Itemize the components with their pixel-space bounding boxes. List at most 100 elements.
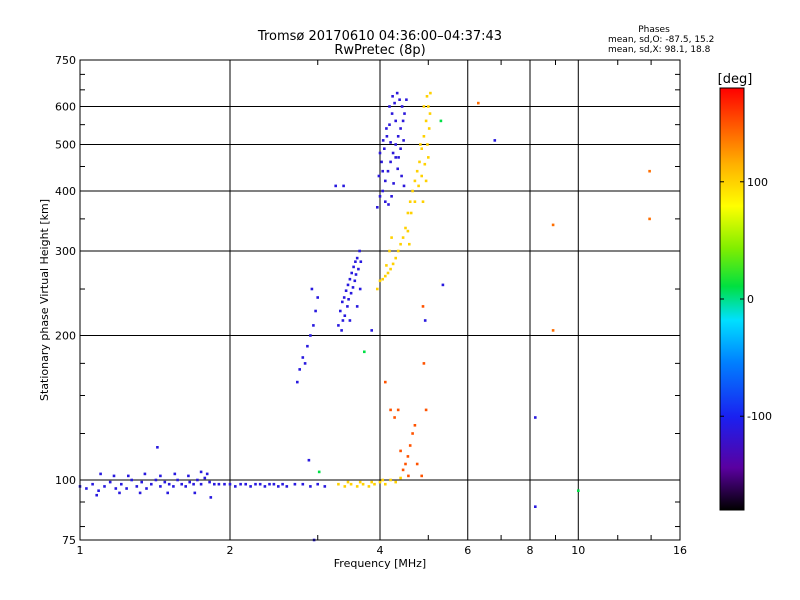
data-point <box>396 249 400 253</box>
data-point <box>423 319 427 322</box>
data-point <box>180 482 183 486</box>
data-point <box>413 200 417 203</box>
data-point <box>418 160 421 164</box>
data-point <box>354 260 357 263</box>
data-point <box>417 184 420 188</box>
data-point <box>370 329 373 332</box>
data-point <box>399 449 402 453</box>
data-point <box>388 105 391 108</box>
data-point <box>339 309 342 313</box>
data-point <box>383 147 386 150</box>
data-point <box>384 380 387 384</box>
data-point <box>422 105 426 108</box>
data-point <box>389 267 392 271</box>
data-point <box>402 184 406 188</box>
y-axis-ticks: 75 100 200 300 400 500 600 750 <box>55 54 680 547</box>
data-point <box>184 485 187 488</box>
data-point <box>223 482 226 486</box>
data-point <box>395 91 399 95</box>
data-point <box>359 260 363 263</box>
data-point <box>306 344 309 348</box>
data-point <box>420 147 423 150</box>
grid-lines <box>80 60 680 540</box>
data-point <box>398 98 401 101</box>
data-point <box>344 289 348 292</box>
data-point <box>349 482 353 486</box>
data-point <box>385 127 388 130</box>
data-point <box>156 446 159 449</box>
data-point <box>425 95 429 98</box>
data-point <box>381 139 385 142</box>
data-point <box>309 334 312 337</box>
y-tick-label: 200 <box>55 330 76 343</box>
data-point <box>258 482 262 486</box>
data-point <box>403 112 406 115</box>
data-point <box>393 101 396 105</box>
data-point <box>268 482 271 486</box>
data-point <box>429 91 432 95</box>
data-point <box>415 169 419 173</box>
data-point <box>358 249 361 253</box>
data-point <box>384 482 387 486</box>
data-point <box>138 491 142 495</box>
data-point <box>342 184 345 188</box>
data-point <box>399 242 402 246</box>
data-point <box>384 179 387 183</box>
data-point <box>135 485 139 488</box>
data-point <box>422 362 426 365</box>
data-point <box>351 286 355 289</box>
data-point <box>415 462 419 466</box>
data-point <box>323 485 327 488</box>
chart-subtitle: RwPretec (8p) <box>334 43 425 58</box>
data-point <box>428 112 432 115</box>
data-point <box>386 169 390 173</box>
data-point <box>213 482 216 486</box>
data-point <box>150 482 153 486</box>
data-point <box>354 273 358 276</box>
data-point <box>399 476 402 480</box>
data-point <box>367 485 371 488</box>
data-point <box>316 482 319 486</box>
x-tick-label: 8 <box>527 544 534 557</box>
data-point <box>85 487 88 490</box>
data-point <box>389 141 392 144</box>
data-point <box>426 143 429 146</box>
data-point <box>424 179 428 183</box>
data-point <box>577 489 580 492</box>
data-point <box>130 478 133 482</box>
colorbar-tick-label: 0 <box>747 293 754 306</box>
phases-x-stats: mean, sd,X: 98.1, 18.8 <box>608 45 711 55</box>
data-point <box>163 480 167 484</box>
colorbar-tick-label: 100 <box>747 176 768 189</box>
x-tick-label: 6 <box>464 544 471 557</box>
data-point <box>192 482 195 486</box>
data-point <box>159 474 162 478</box>
data-point <box>303 362 307 365</box>
data-point <box>193 491 197 495</box>
data-point <box>397 156 400 159</box>
data-point <box>363 350 366 354</box>
data-point <box>384 274 387 278</box>
data-point <box>307 458 311 462</box>
data-point <box>377 174 381 178</box>
data-point <box>347 298 350 301</box>
data-point <box>419 143 422 146</box>
data-point <box>421 200 425 203</box>
data-point <box>244 482 247 486</box>
data-point <box>114 487 118 490</box>
data-point <box>389 408 392 412</box>
data-point <box>95 493 98 497</box>
data-point <box>401 236 405 239</box>
data-point <box>391 151 395 155</box>
data-point <box>421 305 425 308</box>
data-point <box>534 505 537 508</box>
data-point <box>143 472 147 476</box>
data-point <box>392 182 395 185</box>
data-point <box>355 256 359 260</box>
data-point <box>378 151 382 155</box>
data-point <box>400 105 404 108</box>
data-point <box>187 474 190 478</box>
data-point <box>103 485 106 488</box>
data-point <box>296 380 299 384</box>
data-point <box>381 277 384 281</box>
